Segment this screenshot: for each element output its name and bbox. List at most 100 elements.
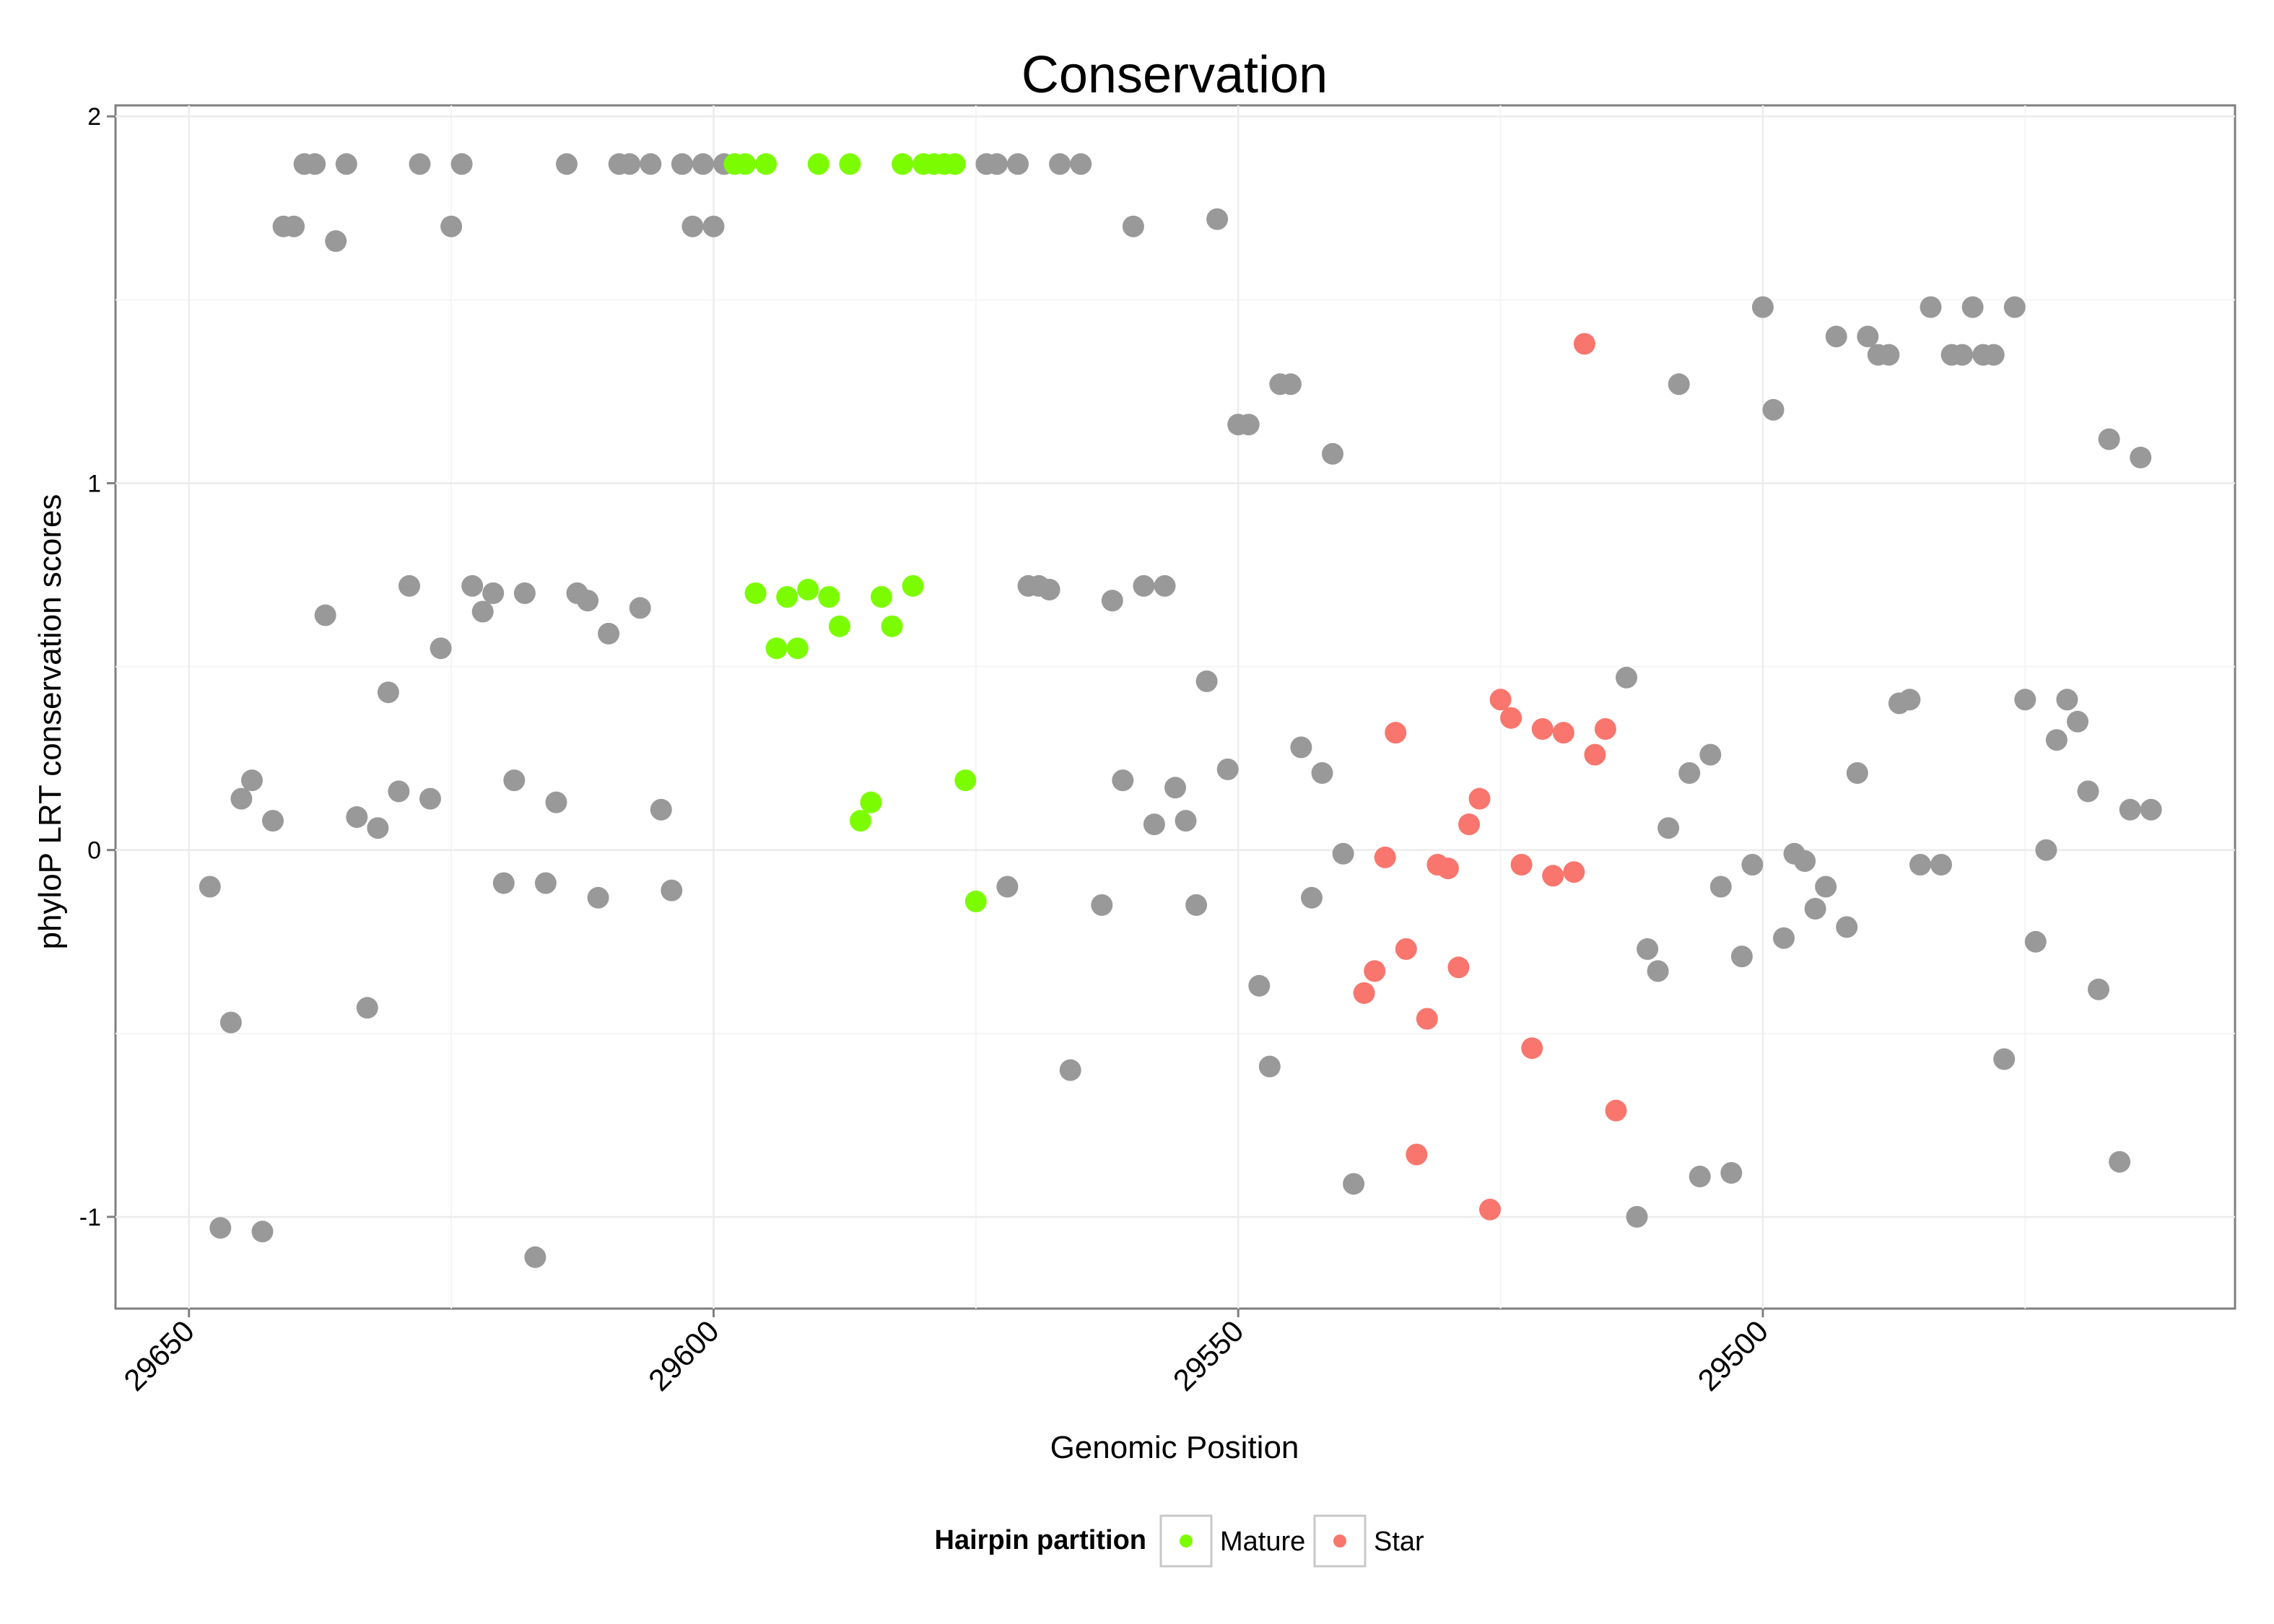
- data-point-other: [1815, 876, 1837, 898]
- data-point-other: [241, 769, 263, 792]
- data-point-star: [1395, 938, 1417, 960]
- data-point-other: [1185, 894, 1208, 916]
- x-tick-label: 29550: [1167, 1314, 1250, 1397]
- data-point-other: [1678, 762, 1701, 784]
- data-point-other: [2067, 710, 2088, 733]
- legend-marker-mature: [1180, 1534, 1193, 1547]
- data-point-other: [199, 876, 221, 898]
- data-point-other: [1857, 326, 1879, 348]
- data-point-other: [419, 787, 441, 810]
- data-point-mature: [964, 890, 987, 912]
- data-point-star: [1542, 865, 1564, 887]
- data-point-other: [1143, 813, 1165, 836]
- data-point-mature: [797, 578, 819, 601]
- data-point-other: [1982, 344, 2005, 366]
- data-point-star: [1510, 854, 1533, 876]
- data-point-other: [524, 1246, 546, 1268]
- data-point-other: [219, 1011, 242, 1034]
- legend-marker-star: [1333, 1534, 1346, 1547]
- data-point-other: [398, 575, 420, 597]
- data-point-other: [1657, 817, 1680, 839]
- y-axis-ticks: -1 0 1 2: [79, 103, 116, 1231]
- data-point-other: [251, 1221, 274, 1243]
- data-point-star: [1447, 956, 1470, 979]
- y-tick-label: 0: [87, 837, 101, 865]
- data-point-other: [1720, 1162, 1743, 1184]
- data-point-other: [1878, 344, 1900, 366]
- x-axis-ticks: 29650 29600 29550 29500: [117, 1309, 1774, 1397]
- data-point-other: [450, 153, 473, 175]
- data-point-other: [1279, 373, 1302, 396]
- y-tick-label: 2: [87, 103, 101, 131]
- data-point-other: [1206, 208, 1229, 230]
- legend-label-mature: Mature: [1220, 1527, 1305, 1557]
- data-point-other: [1794, 850, 1816, 872]
- data-point-mature: [734, 153, 757, 175]
- data-point-mature: [744, 582, 767, 604]
- data-point-other: [2088, 978, 2109, 1000]
- data-point-star: [1500, 707, 1522, 729]
- data-point-other: [377, 681, 399, 704]
- data-point-other: [1311, 762, 1333, 784]
- data-point-other: [1709, 876, 1732, 898]
- data-point-other: [1741, 854, 1764, 876]
- data-point-other: [2140, 798, 2162, 821]
- data-point-other: [2003, 296, 2026, 318]
- data-point-other: [503, 769, 526, 792]
- data-point-mature: [776, 586, 798, 608]
- data-point-other: [1091, 894, 1113, 916]
- data-point-other: [1290, 736, 1312, 759]
- data-point-mature: [860, 791, 882, 813]
- x-tick-label: 29650: [117, 1314, 201, 1397]
- y-axis-title: phyloP LRT conservation scores: [32, 494, 68, 949]
- plot-panel: [114, 104, 2236, 1310]
- data-point-other: [1647, 960, 1669, 982]
- data-point-mature: [944, 153, 966, 175]
- data-point-mature: [755, 153, 777, 175]
- data-point-mature: [839, 153, 861, 175]
- data-point-other: [1237, 414, 1260, 436]
- data-point-other: [1343, 1173, 1365, 1195]
- y-tick-label: 1: [87, 470, 101, 497]
- data-point-other: [335, 153, 357, 175]
- data-point-other: [640, 153, 662, 175]
- data-point-other: [2109, 1151, 2131, 1173]
- data-point-other: [1909, 854, 1931, 876]
- data-point-star: [1489, 689, 1512, 711]
- data-point-other: [1825, 326, 1847, 348]
- data-point-other: [534, 872, 557, 894]
- data-point-other: [1322, 442, 1343, 465]
- data-point-mature: [828, 615, 850, 637]
- data-point-other: [1751, 296, 1774, 318]
- data-point-other: [325, 230, 347, 252]
- data-point-other: [1007, 153, 1029, 175]
- data-point-other: [2045, 729, 2068, 751]
- data-point-other: [461, 575, 484, 597]
- data-point-other: [2056, 689, 2078, 711]
- data-point-mature: [850, 810, 871, 832]
- data-point-other: [1699, 743, 1722, 766]
- data-point-star: [1416, 1008, 1438, 1030]
- data-point-other: [1195, 670, 1218, 692]
- data-point-other: [1689, 1166, 1711, 1187]
- data-point-mature: [818, 586, 840, 608]
- data-point-other: [1836, 916, 1858, 938]
- data-point-other: [1133, 575, 1155, 597]
- data-point-other: [975, 153, 998, 175]
- data-point-star: [1374, 846, 1396, 868]
- data-points: [199, 153, 2162, 1268]
- data-point-other: [1175, 810, 1197, 832]
- data-point-star: [1552, 722, 1574, 744]
- data-point-other: [702, 215, 725, 237]
- data-point-other: [1730, 946, 1753, 968]
- data-point-mature: [871, 586, 892, 608]
- data-point-star: [1353, 982, 1375, 1004]
- data-point-other: [1899, 689, 1921, 711]
- data-point-other: [650, 798, 672, 821]
- data-point-other: [1070, 153, 1092, 175]
- data-point-other: [1216, 758, 1239, 780]
- data-point-other: [356, 997, 378, 1019]
- data-point-star: [1468, 787, 1491, 810]
- data-point-star: [1605, 1099, 1627, 1122]
